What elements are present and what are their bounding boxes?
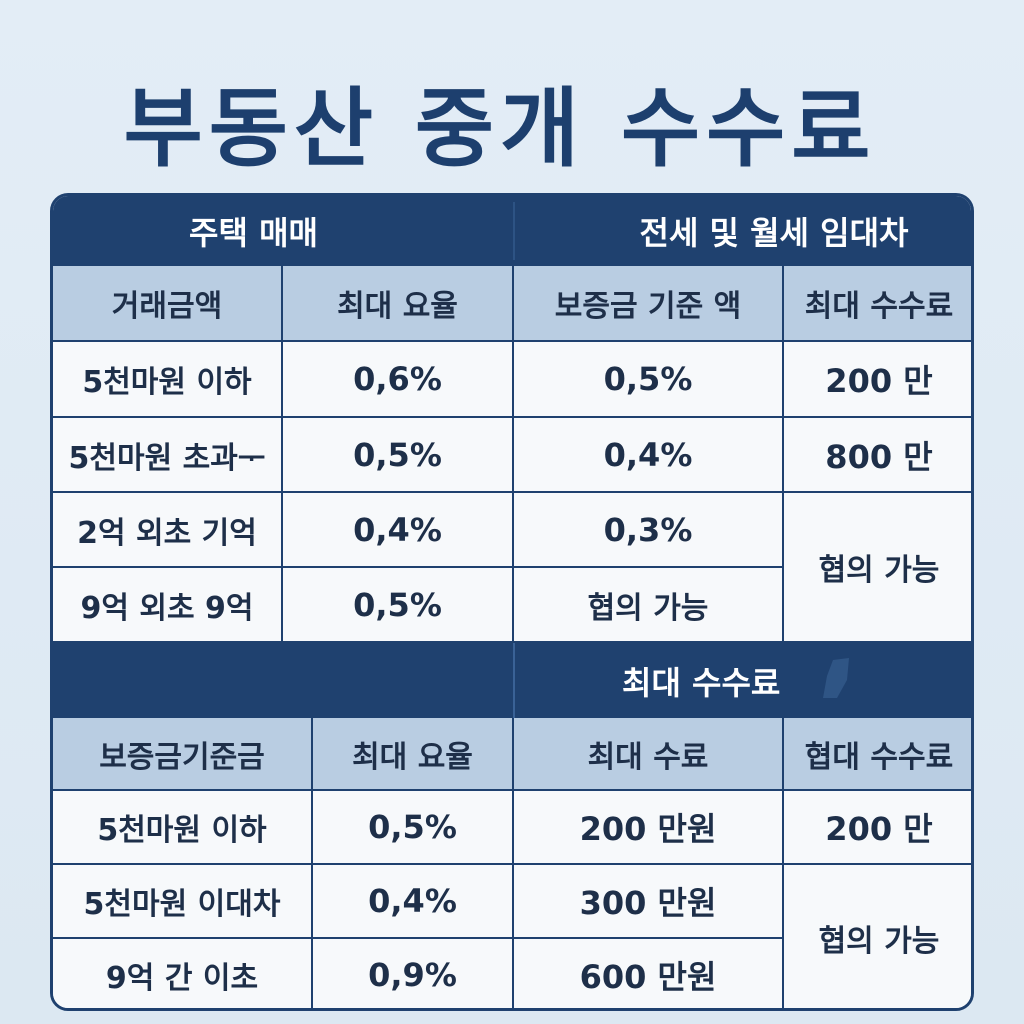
sale-header: 주택 매매 [189, 214, 318, 252]
bottom-deposit-3: 9억 간 이초 [53, 939, 313, 1008]
bottom-rate-1: 0,5% [313, 791, 514, 865]
bottom-deposit-2: 5천마원 이대차 [53, 865, 313, 939]
bottom-deposit-1: 5천마원 이하 [53, 791, 313, 865]
bottom-col-rate: 최대 요율 [313, 718, 514, 791]
sale-amount-1: 5천마원 이하 [53, 342, 283, 418]
bottom-fee-2: 300 만원 [514, 865, 784, 939]
sale-rate-4: 0,5% [283, 568, 514, 643]
page-title: 부동산 중개 수수료 [123, 79, 877, 179]
lease-fee-merged: 협의 가능 [784, 493, 971, 643]
col-header-sale-rate: 최대 요율 [283, 266, 514, 342]
lease-rate-1: 0,5% [514, 342, 784, 418]
bottom-agreed-merged: 협의 가능 [784, 865, 971, 1008]
middle-divider [513, 643, 515, 718]
bottom-header-left [53, 643, 514, 718]
sale-rate-3: 0,4% [283, 493, 514, 568]
col-header-max-fee: 최대 수수료 [784, 266, 971, 342]
bottom-col-deposit: 보증금기준금 [53, 718, 313, 791]
col-header-deposit: 보증금 기준 액 [514, 266, 784, 342]
lease-rate-2: 0,4% [514, 418, 784, 493]
bottom-agreed-1: 200 만 [784, 791, 971, 865]
bottom-header-right: 최대 수수료 [622, 663, 781, 702]
bottom-col-agreed: 협대 수수료 [784, 718, 971, 791]
header-divider [513, 202, 515, 260]
sale-amount-4: 9억 외초 9억 [53, 568, 283, 643]
bottom-header-right-bar: 최대 수수료 [514, 643, 971, 718]
lease-header: 전세 및 월세 임대차 [639, 214, 909, 252]
lease-fee-1: 200 만 [784, 342, 971, 418]
sale-rate-1: 0,6% [283, 342, 514, 418]
bottom-col-fee: 최대 수료 [514, 718, 784, 791]
lease-header-bar: 전세 및 월세 임대차 [514, 196, 971, 266]
bottom-fee-1: 200 만원 [514, 791, 784, 865]
sale-amount-2: 5천마원 초과ᅮ [53, 418, 283, 493]
bottom-rate-3: 0,9% [313, 939, 514, 1008]
fee-table: 주택 매매 전세 및 월세 임대차 거래금액 최대 요율 보증금 기준 액 최대… [50, 193, 974, 1011]
col-header-amount: 거래금액 [53, 266, 283, 342]
decorative-shape [823, 658, 849, 698]
bottom-fee-3: 600 만원 [514, 939, 784, 1008]
sale-rate-2: 0,5% [283, 418, 514, 493]
lease-fee-2: 800 만 [784, 418, 971, 493]
sale-amount-3: 2억 외초 기억 [53, 493, 283, 568]
lease-rate-3: 0,3% [514, 493, 784, 568]
lease-rate-4: 협의 가능 [514, 568, 784, 643]
sale-header-bar: 주택 매매 [53, 196, 514, 266]
bottom-rate-2: 0,4% [313, 865, 514, 939]
